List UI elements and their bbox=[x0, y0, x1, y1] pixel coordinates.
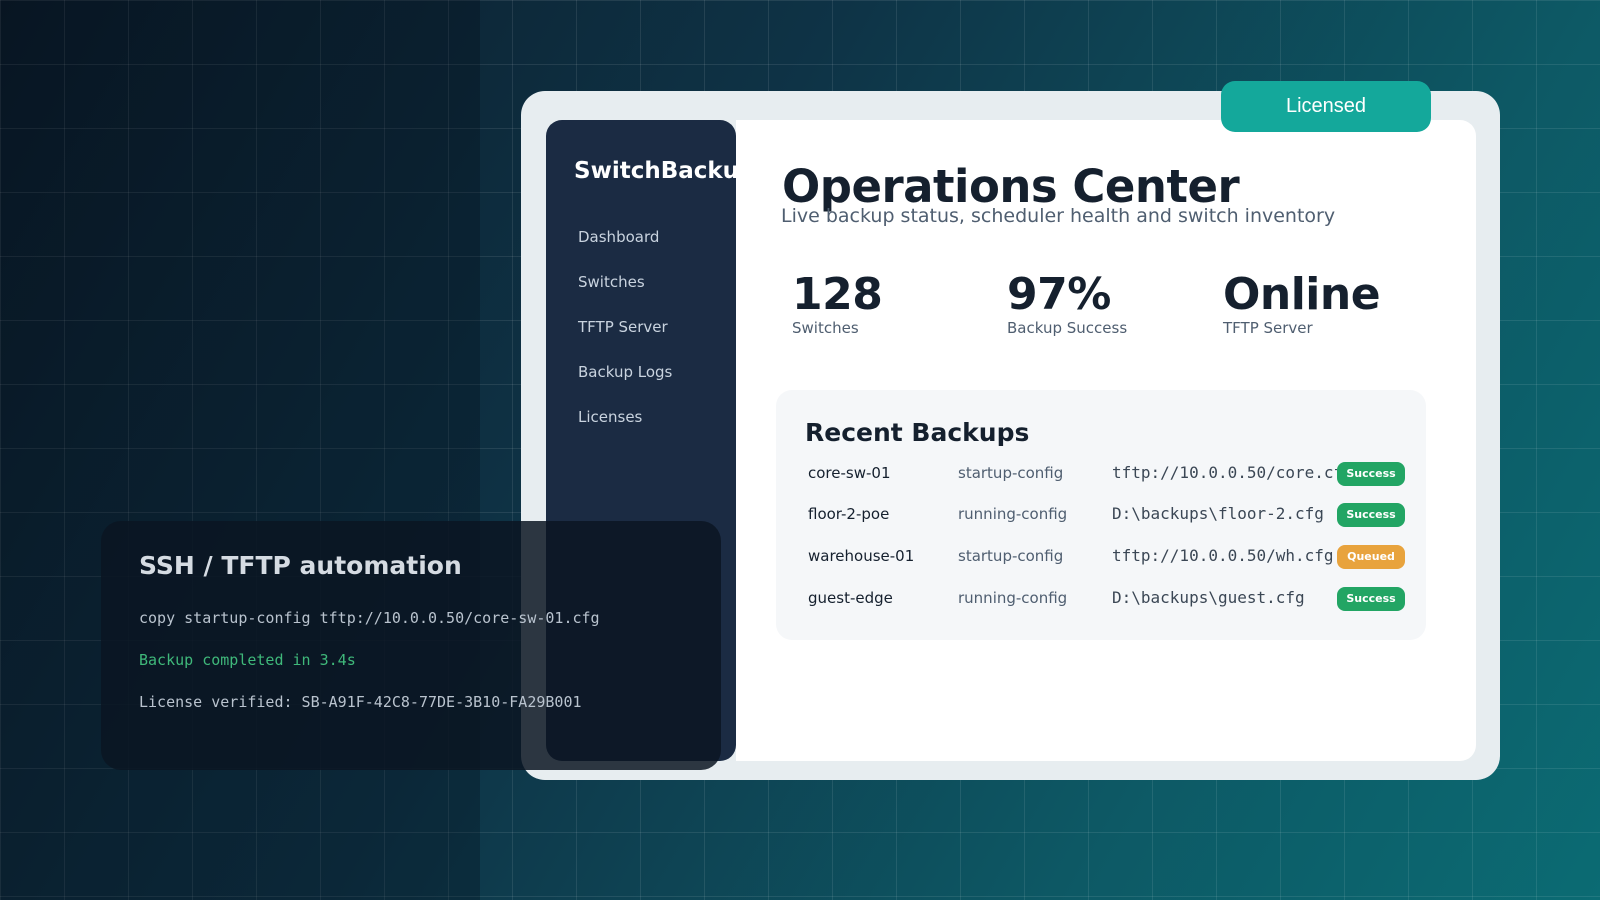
recent-backups-card: Recent Backups core-sw-01 startup-config… bbox=[776, 390, 1426, 640]
config-type: startup-config bbox=[958, 464, 1064, 482]
config-type: startup-config bbox=[958, 547, 1064, 565]
status-badge: Queued bbox=[1337, 545, 1405, 569]
sidebar-item-dashboard[interactable]: Dashboard bbox=[578, 228, 660, 246]
backup-target: tftp://10.0.0.50/wh.cfg bbox=[1112, 546, 1334, 565]
brand-logo-text: SwitchBackup bbox=[574, 158, 756, 184]
stat-label: TFTP Server bbox=[1223, 319, 1313, 337]
config-type: running-config bbox=[958, 505, 1068, 523]
terminal-command-line: copy startup-config tftp://10.0.0.50/cor… bbox=[139, 609, 600, 627]
stat-value: Online bbox=[1223, 269, 1381, 320]
table-row[interactable]: floor-2-poe running-config D:\backups\fl… bbox=[776, 501, 1426, 531]
sidebar-item-switches[interactable]: Switches bbox=[578, 273, 645, 291]
stat-label: Backup Success bbox=[1007, 319, 1128, 337]
backup-target: D:\backups\floor-2.cfg bbox=[1112, 504, 1324, 523]
page-title: Operations Center bbox=[782, 160, 1240, 213]
device-name: guest-edge bbox=[808, 589, 893, 607]
status-badge: Success bbox=[1337, 462, 1405, 486]
terminal-success-line: Backup completed in 3.4s bbox=[139, 651, 356, 669]
terminal-panel: SSH / TFTP automation copy startup-confi… bbox=[101, 521, 721, 770]
device-name: floor-2-poe bbox=[808, 505, 890, 523]
stat-label: Switches bbox=[792, 319, 859, 337]
table-row[interactable]: guest-edge running-config D:\backups\gue… bbox=[776, 585, 1426, 615]
recent-backups-title: Recent Backups bbox=[805, 418, 1030, 447]
main-content: Operations Center Live backup status, sc… bbox=[736, 120, 1476, 761]
backup-target: tftp://10.0.0.50/core.cfg bbox=[1112, 463, 1337, 482]
stat-value: 128 bbox=[792, 269, 883, 320]
stat-value: 97% bbox=[1007, 269, 1111, 320]
stat-switches: 128 Switches bbox=[792, 269, 883, 338]
table-row[interactable]: core-sw-01 startup-config tftp://10.0.0.… bbox=[776, 460, 1426, 490]
sidebar-item-licenses[interactable]: Licenses bbox=[578, 408, 643, 426]
sidebar-nav: Dashboard Switches TFTP Server Backup Lo… bbox=[578, 224, 672, 449]
page-subtitle: Live backup status, scheduler health and… bbox=[781, 205, 1336, 227]
stat-backup-success: 97% Backup Success bbox=[1007, 269, 1128, 338]
stat-tftp-server: Online TFTP Server bbox=[1223, 269, 1381, 338]
device-name: core-sw-01 bbox=[808, 464, 891, 482]
backup-target: D:\backups\guest.cfg bbox=[1112, 588, 1305, 607]
sidebar-item-tftp-server[interactable]: TFTP Server bbox=[578, 318, 668, 336]
status-badge: Success bbox=[1337, 503, 1405, 527]
licensed-badge[interactable]: Licensed bbox=[1221, 81, 1431, 132]
table-row[interactable]: warehouse-01 startup-config tftp://10.0.… bbox=[776, 543, 1426, 573]
sidebar-item-backup-logs[interactable]: Backup Logs bbox=[578, 363, 673, 381]
device-name: warehouse-01 bbox=[808, 547, 915, 565]
status-badge: Success bbox=[1337, 587, 1405, 611]
terminal-title: SSH / TFTP automation bbox=[139, 551, 462, 580]
config-type: running-config bbox=[958, 589, 1068, 607]
terminal-license-line: License verified: SB-A91F-42C8-77DE-3B10… bbox=[139, 693, 582, 711]
